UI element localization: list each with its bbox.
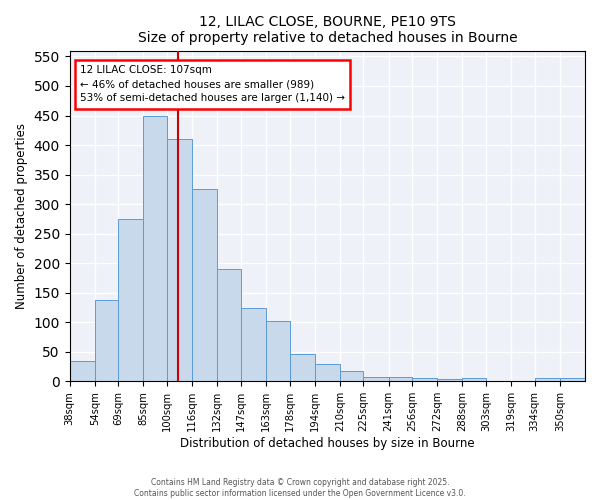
Bar [389,376,412,382]
Bar [437,379,463,382]
Bar [266,320,290,382]
Bar [290,354,315,382]
Bar [143,116,167,382]
Bar [560,378,585,382]
Bar [95,300,118,382]
Text: Contains HM Land Registry data © Crown copyright and database right 2025.
Contai: Contains HM Land Registry data © Crown c… [134,478,466,498]
Bar [535,378,560,382]
Bar [217,269,241,382]
Bar [192,190,217,382]
Bar [340,372,364,382]
Title: 12, LILAC CLOSE, BOURNE, PE10 9TS
Size of property relative to detached houses i: 12, LILAC CLOSE, BOURNE, PE10 9TS Size o… [137,15,517,45]
Bar [364,377,389,382]
Bar [315,364,340,382]
Bar [463,378,486,382]
Bar [70,360,95,382]
Text: 12 LILAC CLOSE: 107sqm
← 46% of detached houses are smaller (989)
53% of semi-de: 12 LILAC CLOSE: 107sqm ← 46% of detached… [80,66,345,104]
Bar [511,381,535,382]
Bar [118,219,143,382]
X-axis label: Distribution of detached houses by size in Bourne: Distribution of detached houses by size … [180,437,475,450]
Bar [412,378,437,382]
Bar [167,139,192,382]
Bar [241,308,266,382]
Y-axis label: Number of detached properties: Number of detached properties [15,123,28,309]
Bar [486,381,511,382]
